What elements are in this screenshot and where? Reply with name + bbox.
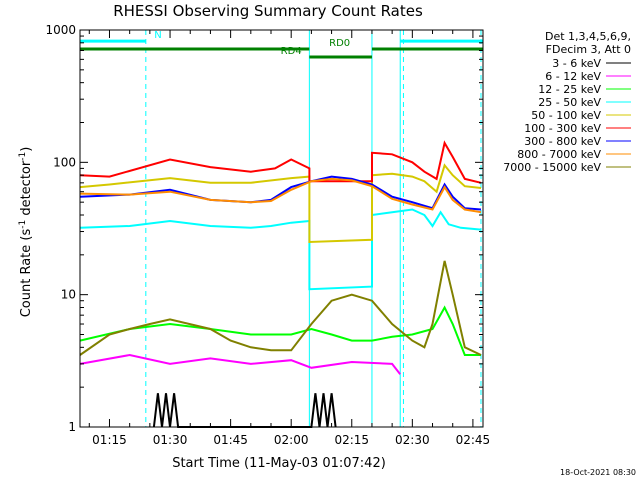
series-line-3 [79,208,482,291]
axes: 01:15 01:30 01:45 02:00 02:15 02:30 02:45 1 10 10… [45,23,490,447]
chart-title: RHESSI Observing Summary Count Rates [113,2,423,20]
series-line-8 [79,260,482,356]
legend-label-0: 3 - 6 keV [552,57,601,70]
footer-date: 18-Oct-2021 08:30 [560,468,636,477]
series-line-1 [79,353,401,375]
legend-label-3: 25 - 50 keV [538,96,601,109]
legend-label-8: 7000 - 15000 keV [503,161,601,174]
x-tick-label-4: 02:15 [334,433,369,447]
x-tick-label-2: 01:45 [213,433,248,447]
legend-label-6: 300 - 800 keV [524,135,601,148]
legend: Det 1,3,4,5,6,9, FDecim 3, Att 0 3 - 6 k… [503,30,631,174]
legend-header-line-1: Det 1,3,4,5,6,9, [545,30,631,43]
series-line-2 [79,305,481,356]
y-axis-label-main: Count Rate (s [19,229,34,318]
x-tick-label-1: 01:30 [153,433,188,447]
y-axis-label: Count Rate (s-1 detector-1) [18,147,34,318]
legend-label-5: 100 - 300 keV [524,122,601,135]
y-tick-label-0: 1 [68,420,76,434]
annotation-rd4-label: RD4 [281,46,302,57]
legend-label-2: 12 - 25 keV [538,83,601,96]
x-axis-label: Start Time (11-May-03 01:07:42) [172,456,386,471]
annotation-rd0-label: RD0 [329,38,350,49]
y-axis-label-mid: detector [19,160,34,220]
legend-label-1: 6 - 12 keV [545,70,601,83]
x-tick-label-6: 02:45 [456,433,491,447]
legend-label-4: 50 - 100 keV [531,109,601,122]
x-tick-label-3: 02:00 [274,433,309,447]
series-line-4 [79,163,482,244]
plot-frame [79,29,484,428]
y-axis-label-exp2: -1 [18,152,28,161]
series-line-5 [79,140,482,184]
series-line-0 [152,393,337,428]
y-axis-label-exp1: -1 [18,220,28,229]
y-axis-label-end: ) [19,147,34,152]
plot-area: N RD0 RD4 [79,30,483,428]
y-tick-label-2: 100 [53,155,76,169]
y-tick-label-1: 10 [61,288,76,302]
x-tick-label-0: 01:15 [92,433,127,447]
y-tick-label-3: 1000 [45,23,76,37]
x-tick-label-5: 02:30 [395,433,430,447]
annotation-n-label: N [154,30,161,41]
legend-label-7: 800 - 7000 keV [517,148,601,161]
legend-header-line-2: FDecim 3, Att 0 [546,43,631,56]
series-line-7 [79,177,482,214]
